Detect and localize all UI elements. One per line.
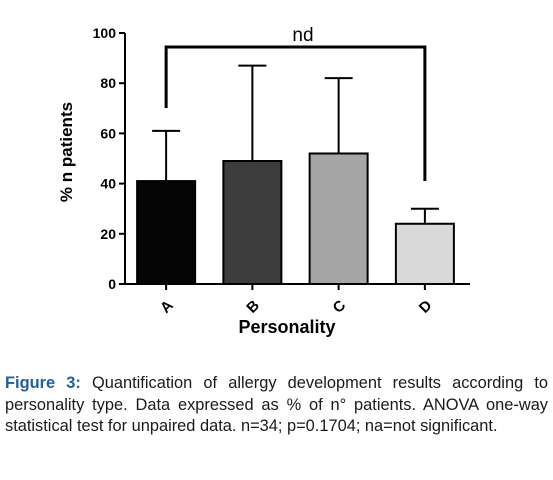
significance-bracket — [164, 45, 427, 181]
figure-caption: Figure 3: Quantification of allergy deve… — [5, 373, 548, 438]
axes-layer: 0 20 40 60 80 100 A B C D — [93, 25, 470, 317]
bar-A — [136, 180, 197, 285]
significance-annotation — [164, 45, 427, 181]
y-tick-label-80: 80 — [100, 75, 116, 91]
y-tick-label-100: 100 — [93, 25, 117, 41]
x-tick-label-D: D — [416, 297, 436, 317]
y-tick-label-0: 0 — [108, 276, 116, 292]
x-tick-label-B: B — [243, 297, 263, 317]
bar-C — [308, 152, 369, 285]
x-axis-label: Personality — [238, 317, 335, 337]
bar-D — [394, 222, 455, 285]
x-tick-label-C: C — [330, 297, 350, 317]
significance-label: nd — [292, 25, 313, 46]
y-tick-label-60: 60 — [100, 125, 116, 141]
figure-number: 3: — [66, 374, 81, 392]
y-axis-label: % n patients — [57, 102, 76, 202]
error-bars-layer — [152, 64, 439, 224]
figure-label: Figure — [5, 374, 56, 392]
caption-text: Quantification of allergy development re… — [5, 374, 549, 435]
bars-layer — [136, 152, 455, 285]
x-tick-label-A: A — [157, 297, 177, 317]
y-tick-label-20: 20 — [100, 226, 116, 242]
bar-chart: 0 20 40 60 80 100 A B C D % n patients Personalit… — [57, 25, 470, 337]
bar-B — [222, 160, 283, 285]
y-tick-label-40: 40 — [100, 176, 116, 192]
